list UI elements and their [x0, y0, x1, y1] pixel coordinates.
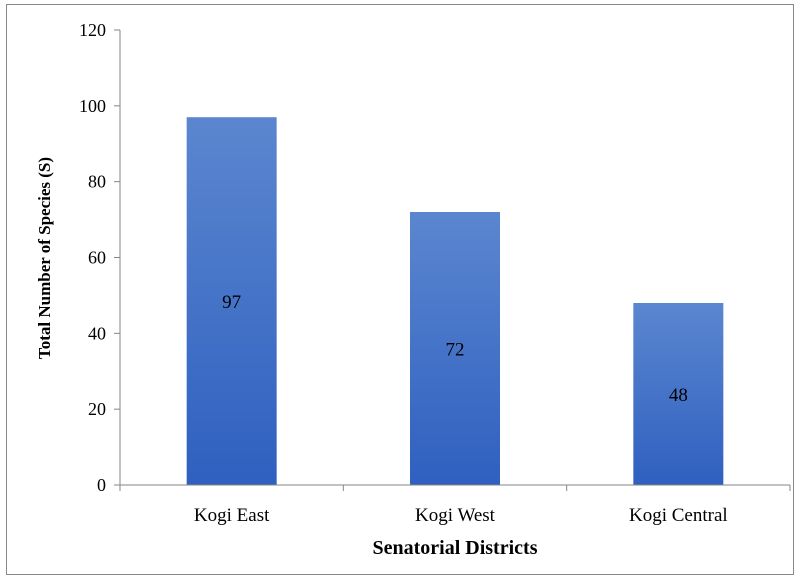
y-tick-label: 100 [79, 96, 106, 116]
data-label: 97 [222, 292, 241, 313]
y-axis-title: Total Number of Species (S) [35, 157, 54, 359]
bar-kogi-west [410, 212, 500, 485]
data-label: 48 [669, 385, 688, 406]
bar-kogi-central [633, 303, 724, 485]
x-axis-labels: Kogi East Kogi West Kogi Central [194, 505, 728, 526]
bars: 97 72 48 [186, 117, 724, 485]
x-category-label: Kogi West [415, 505, 496, 526]
x-category-label: Kogi Central [629, 505, 728, 526]
data-label: 72 [446, 340, 465, 361]
y-tick-label: 20 [88, 399, 106, 419]
y-tick-label: 80 [88, 172, 106, 192]
x-category-label: Kogi East [194, 505, 270, 526]
x-axis-title: Senatorial Districts [373, 537, 538, 559]
y-axis-ticks: 0 20 40 60 80 100 120 [79, 20, 791, 495]
bar-kogi-east [186, 117, 277, 485]
y-tick-label: 0 [97, 475, 106, 495]
y-tick-label: 120 [79, 20, 106, 40]
y-tick-label: 60 [88, 248, 106, 268]
y-tick-label: 40 [88, 323, 106, 343]
